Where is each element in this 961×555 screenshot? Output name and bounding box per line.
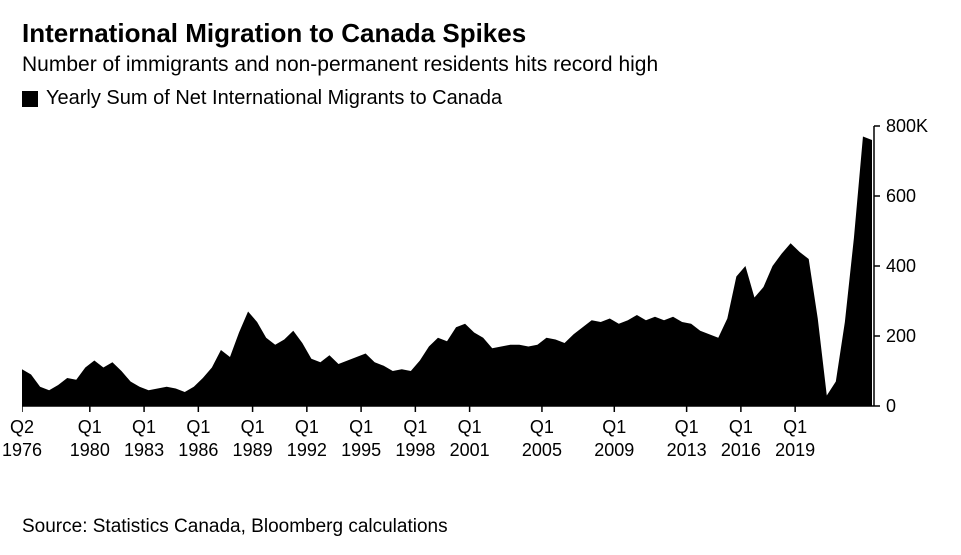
x-tick-label: Q1 1989 [233,416,273,461]
y-tick-label: 600 [886,186,946,207]
chart-subtitle: Number of immigrants and non-permanent r… [22,53,939,77]
x-tick-label: Q1 1995 [341,416,381,461]
legend-swatch [22,91,38,107]
y-tick-label: 800K [886,116,946,137]
chart-svg [22,116,942,416]
y-tick-label: 200 [886,326,946,347]
x-tick-label: Q1 1998 [395,416,435,461]
x-tick-label: Q1 2009 [594,416,634,461]
area-series [22,137,872,407]
legend-label: Yearly Sum of Net International Migrants… [46,87,502,110]
x-tick-label: Q1 1986 [178,416,218,461]
x-tick-label: Q1 2005 [522,416,562,461]
x-tick-label: Q1 1980 [70,416,110,461]
legend: Yearly Sum of Net International Migrants… [22,87,939,110]
x-tick-label: Q1 1992 [287,416,327,461]
chart-title: International Migration to Canada Spikes [22,18,939,49]
x-tick-label: Q1 2016 [721,416,761,461]
x-tick-label: Q1 1983 [124,416,164,461]
x-tick-label: Q1 2001 [450,416,490,461]
x-tick-label: Q1 2013 [667,416,707,461]
x-tick-label: Q2 1976 [2,416,42,461]
chart-area: 0200400600800KQ2 1976Q1 1980Q1 1983Q1 19… [22,116,938,456]
y-tick-label: 0 [886,396,946,417]
y-tick-label: 400 [886,256,946,277]
chart-source: Source: Statistics Canada, Bloomberg cal… [22,516,939,538]
x-tick-label: Q1 2019 [775,416,815,461]
